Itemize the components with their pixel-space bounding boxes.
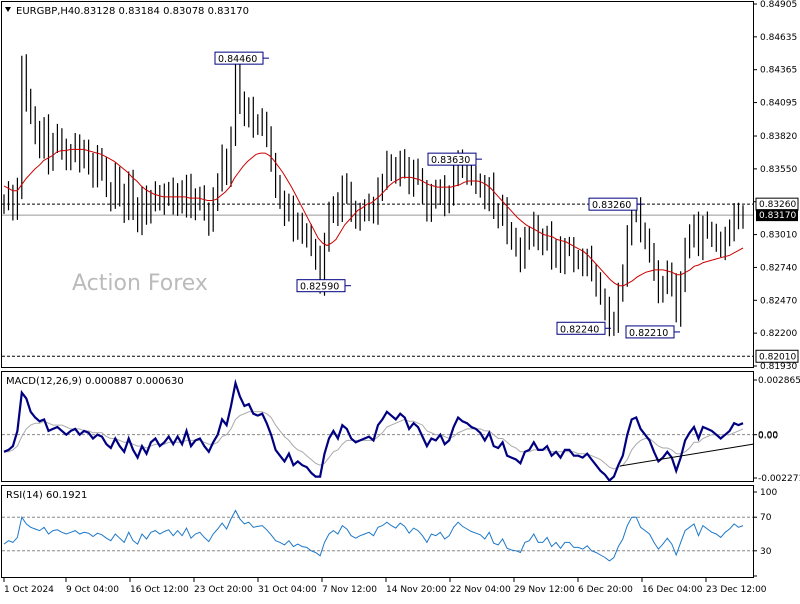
- watermark-text: Action Forex: [72, 271, 208, 296]
- price-series-group: [3, 54, 744, 337]
- moving-average-line: [3, 148, 744, 287]
- collapse-triangle-icon: [5, 7, 11, 12]
- rsi-title: RSI(14) 60.1921: [6, 490, 87, 501]
- time-tick-label: 16 Oct 12:00: [130, 585, 189, 595]
- rsi-line: [3, 509, 744, 562]
- price-tick-label: 0.84095: [760, 99, 797, 109]
- rsi-panel[interactable]: [1, 485, 754, 578]
- time-tick-label: 14 Nov 20:00: [386, 585, 447, 595]
- level-label-box: [755, 349, 799, 363]
- time-tick-label: 29 Nov 12:00: [514, 585, 575, 595]
- price-tick-label: 0.84905: [760, 0, 797, 10]
- price-y-axis: 0.84905 0.84635 0.84365 0.84095 0.83820 0.835…: [753, 0, 797, 372]
- ohlc-values: 0.83128 0.83184 0.83078 0.83170: [74, 6, 249, 17]
- price-tick-label: 0.84635: [760, 33, 797, 43]
- price-tick-label: 0.84365: [760, 66, 797, 76]
- rsi-tick-label: 100: [760, 488, 777, 498]
- price-tick-label: 0.83010: [760, 231, 797, 241]
- rsi-series-group: [3, 509, 744, 562]
- price-tick-label: 0.82200: [760, 329, 797, 339]
- level-label: 0.83260: [759, 200, 796, 210]
- level-label: 0.82010: [759, 352, 796, 362]
- macd-main-line: [3, 378, 744, 483]
- price-tick-label: 0.82470: [760, 296, 797, 306]
- price-tick-label: 0.82740: [760, 263, 797, 273]
- price-annotations: 0.84460 0.82590 0.83630 0.83260 0.82240 0.822…: [214, 51, 680, 339]
- macd-zero-label: 0.00: [758, 432, 778, 442]
- current-price-box: [756, 209, 798, 222]
- price-callout-label: 0.82240: [560, 324, 599, 335]
- macd-tick-label: -0.002271: [758, 474, 800, 484]
- time-axis: 1 Oct 2024 9 Oct 04:00 16 Oct 12:00 23 Oct …: [3, 578, 767, 595]
- price-callout-label: 0.83260: [592, 200, 631, 211]
- time-tick-label: 31 Oct 04:00: [258, 585, 317, 595]
- symbol-timeframe: EURGBP,H4: [16, 6, 74, 17]
- price-callout-label: 0.82590: [300, 282, 339, 293]
- time-tick-label: 16 Dec 04:00: [642, 585, 703, 595]
- macd-series-group: [3, 378, 744, 483]
- price-tick-label: 0.83820: [760, 132, 797, 142]
- time-tick-label: 9 Oct 04:00: [66, 585, 119, 595]
- rsi-tick-label: 30: [760, 547, 772, 557]
- rsi-y-axis: 100 70 30: [2, 488, 777, 577]
- time-tick-label: 23 Dec 12:00: [706, 585, 767, 595]
- macd-trendline: [619, 443, 755, 467]
- rsi-tick-label: 70: [760, 513, 772, 523]
- time-tick-label: 6 Dec 20:00: [578, 585, 633, 595]
- price-header: EURGBP,H4 0.83128 0.83184 0.83078 0.8317…: [5, 6, 249, 17]
- macd-tick-label: 0.002865: [758, 376, 800, 386]
- price-callout-label: 0.82210: [629, 328, 668, 339]
- current-price-label: 0.83170: [759, 211, 796, 221]
- time-tick-label: 23 Oct 20:00: [194, 585, 253, 595]
- price-tick-label: 0.83550: [760, 165, 797, 175]
- price-axis-labels: 0.83260 0.82010 0.83170: [755, 197, 799, 363]
- time-tick-label: 22 Nov 04:00: [450, 585, 511, 595]
- macd-title: MACD(12,26,9) 0.000887 0.000630: [6, 376, 184, 387]
- time-tick-label: 7 Nov 12:00: [322, 585, 377, 595]
- time-tick-label: 1 Oct 2024: [4, 585, 54, 595]
- price-callout-label: 0.83630: [431, 155, 470, 166]
- price-tick-label: 0.81930: [760, 362, 797, 372]
- macd-tick-label: 0.00: [758, 431, 778, 441]
- price-callout-label: 0.84460: [218, 54, 257, 65]
